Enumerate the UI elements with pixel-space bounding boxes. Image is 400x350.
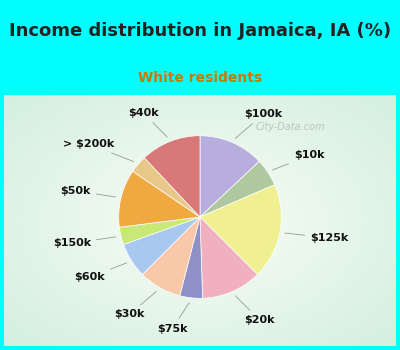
Text: $75k: $75k bbox=[157, 302, 189, 334]
Text: $40k: $40k bbox=[128, 108, 167, 137]
Wedge shape bbox=[119, 171, 200, 227]
Wedge shape bbox=[142, 217, 200, 296]
Text: $10k: $10k bbox=[272, 150, 324, 170]
Wedge shape bbox=[200, 161, 275, 217]
Text: $125k: $125k bbox=[285, 233, 348, 243]
Text: $50k: $50k bbox=[60, 186, 116, 197]
Wedge shape bbox=[200, 185, 281, 274]
Wedge shape bbox=[133, 158, 200, 217]
Text: $20k: $20k bbox=[235, 296, 275, 325]
Text: White residents: White residents bbox=[138, 71, 262, 85]
Text: City-Data.com: City-Data.com bbox=[255, 122, 325, 132]
Wedge shape bbox=[200, 136, 259, 217]
Text: Income distribution in Jamaica, IA (%): Income distribution in Jamaica, IA (%) bbox=[9, 22, 391, 40]
Text: > $200k: > $200k bbox=[64, 139, 134, 162]
Text: $100k: $100k bbox=[235, 109, 283, 138]
Wedge shape bbox=[200, 217, 258, 298]
Text: $30k: $30k bbox=[114, 292, 156, 320]
Text: $60k: $60k bbox=[75, 263, 127, 282]
Wedge shape bbox=[124, 217, 200, 274]
Wedge shape bbox=[180, 217, 202, 298]
Wedge shape bbox=[119, 217, 200, 245]
Text: $150k: $150k bbox=[53, 237, 116, 248]
Wedge shape bbox=[144, 136, 200, 217]
